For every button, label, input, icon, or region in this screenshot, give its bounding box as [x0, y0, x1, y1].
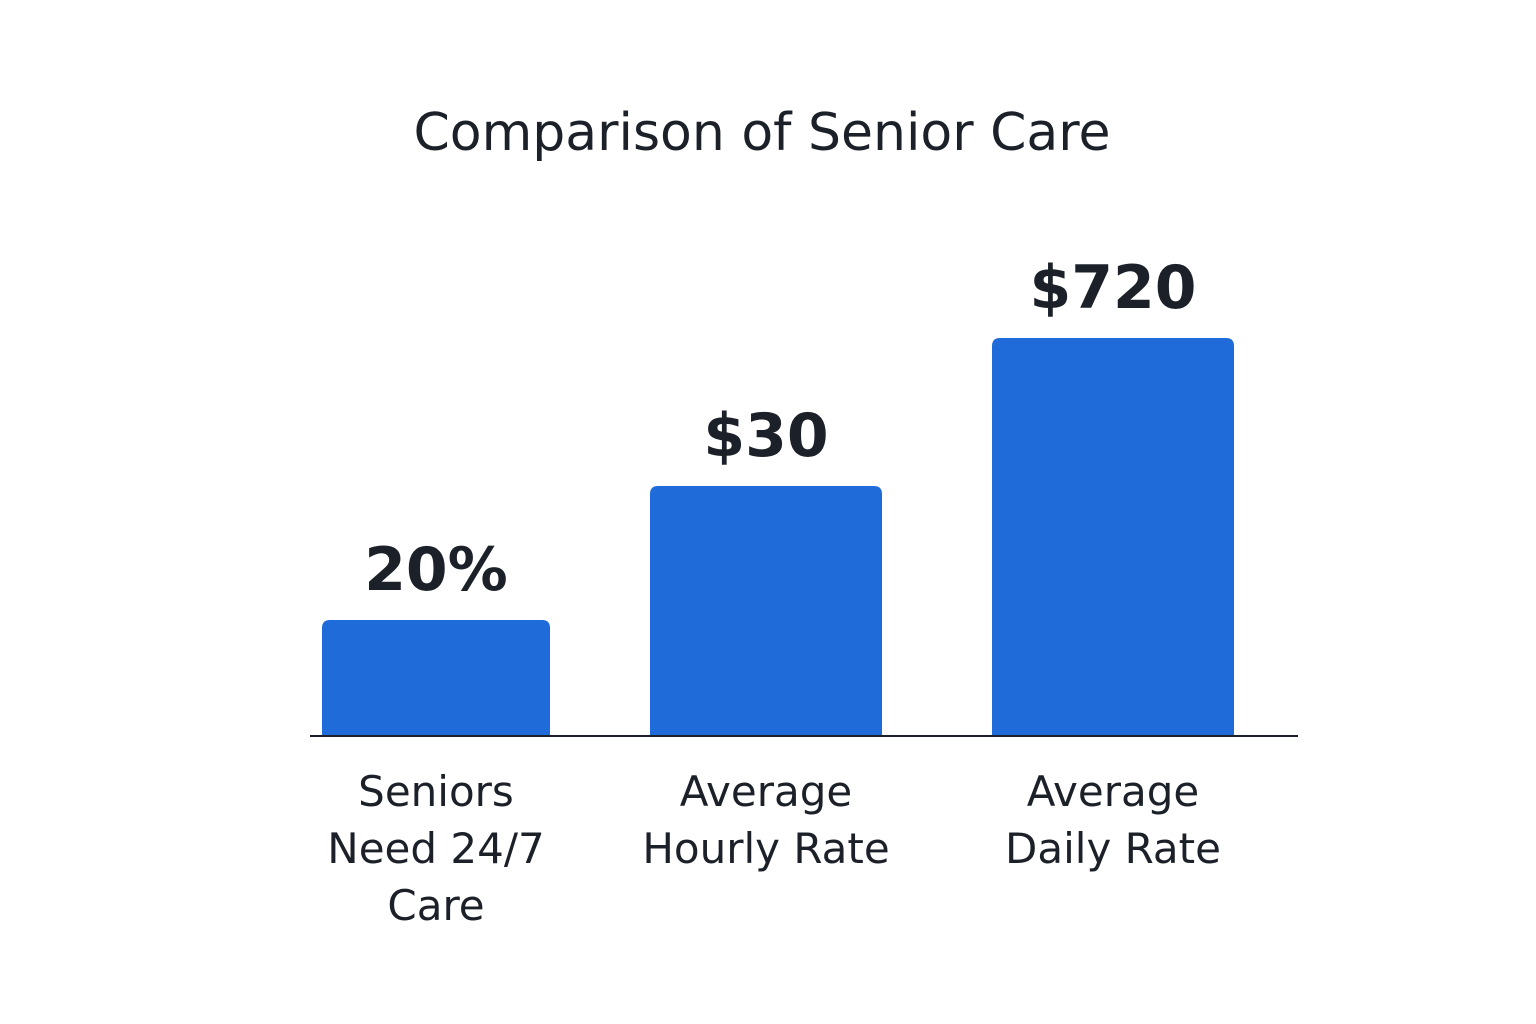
category-label-line: Daily Rate	[1005, 824, 1221, 873]
bar-3	[992, 338, 1234, 736]
category-label-line: Need 24/7	[327, 824, 544, 873]
chart-title: Comparison of Senior Care	[413, 103, 1110, 163]
value-label-1: 20%	[364, 535, 508, 605]
category-label-1: Seniors Need 24/7 Care	[327, 767, 544, 930]
labels-layer: 20% Seniors Need 24/7 Care $30 Average Hourly …	[327, 253, 1221, 930]
value-label-2: $30	[703, 401, 828, 471]
category-label-2: Average Hourly Rate	[642, 767, 889, 873]
category-label-3: Average Daily Rate	[1005, 767, 1221, 873]
category-label-line: Average	[680, 767, 852, 816]
bar-2	[650, 486, 882, 736]
category-label-line: Average	[1027, 767, 1199, 816]
bar-1	[322, 620, 550, 736]
bars-layer	[322, 338, 1234, 736]
value-label-3: $720	[1030, 253, 1197, 323]
category-label-line: Care	[387, 881, 484, 930]
category-label-line: Seniors	[358, 767, 514, 816]
category-label-line: Hourly Rate	[642, 824, 889, 873]
